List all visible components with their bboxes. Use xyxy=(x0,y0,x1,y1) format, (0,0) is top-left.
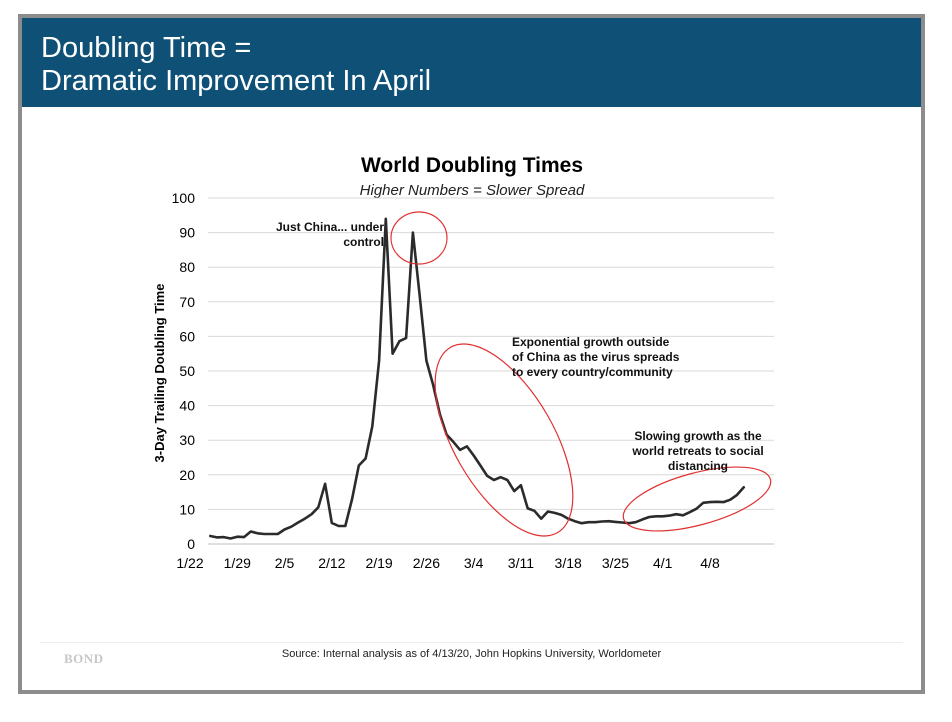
slide: Doubling Time = Dramatic Improvement In … xyxy=(18,14,925,694)
annotation-text-slowing: Slowing growth as the xyxy=(634,429,762,443)
annotation-circle-china xyxy=(390,211,448,265)
y-tick-label: 10 xyxy=(179,501,195,517)
bond-logo: BOND xyxy=(64,651,104,666)
annotation-text-slowing: world retreats to social xyxy=(631,444,763,458)
x-tick-label: 2/12 xyxy=(318,555,345,571)
annotation-text-china: Just China... under xyxy=(276,220,384,234)
y-tick-label: 70 xyxy=(179,294,195,310)
doubling-time-chart: World Doubling Times Higher Numbers = Slo… xyxy=(152,154,774,571)
x-tick-label: 3/4 xyxy=(464,555,484,571)
y-tick-label: 40 xyxy=(179,398,195,414)
footer-divider xyxy=(40,642,903,643)
x-tick-label: 1/22 xyxy=(176,555,203,571)
y-tick-label: 30 xyxy=(179,432,195,448)
annotation-ellipse-slowing xyxy=(622,466,772,532)
slide-title-line-2: Dramatic Improvement In April xyxy=(41,65,432,97)
y-tick-label: 100 xyxy=(172,190,196,206)
x-tick-label: 2/5 xyxy=(275,555,295,571)
series-line-1 xyxy=(209,217,746,540)
x-tick-label: 4/8 xyxy=(700,555,720,571)
y-axis-label: 3-Day Trailing Doubling Time xyxy=(152,284,167,463)
x-tick-label: 1/29 xyxy=(224,555,251,571)
x-tick-label: 3/25 xyxy=(602,555,629,571)
chart-subtitle: Higher Numbers = Slower Spread xyxy=(360,182,585,199)
annotation-text-slowing: distancing xyxy=(668,459,728,473)
source-note: Source: Internal analysis as of 4/13/20,… xyxy=(281,648,662,660)
x-tick-label: 2/19 xyxy=(365,555,392,571)
annotation-text-exponential: Exponential growth outside xyxy=(512,335,670,349)
x-tick-label: 4/1 xyxy=(653,555,673,571)
header-bar: Doubling Time = Dramatic Improvement In … xyxy=(22,18,921,107)
annotation-text-china: control xyxy=(343,235,384,249)
slide-title-line-1: Doubling Time = xyxy=(41,32,252,64)
x-tick-label: 2/26 xyxy=(413,555,440,571)
annotation-text-exponential: to every country/community xyxy=(512,365,673,379)
annotation-text-exponential: of China as the virus spreads xyxy=(512,350,680,364)
chart-title: World Doubling Times xyxy=(361,154,583,177)
y-tick-label: 20 xyxy=(179,467,195,483)
x-tick-label: 3/11 xyxy=(508,555,534,571)
annotation-ellipse-exponential xyxy=(434,343,574,537)
y-tick-label: 0 xyxy=(187,536,195,552)
y-tick-label: 80 xyxy=(179,259,195,275)
x-tick-label: 3/18 xyxy=(555,555,582,571)
y-tick-label: 50 xyxy=(179,363,195,379)
y-tick-label: 90 xyxy=(179,225,195,241)
y-tick-label: 60 xyxy=(179,328,195,344)
